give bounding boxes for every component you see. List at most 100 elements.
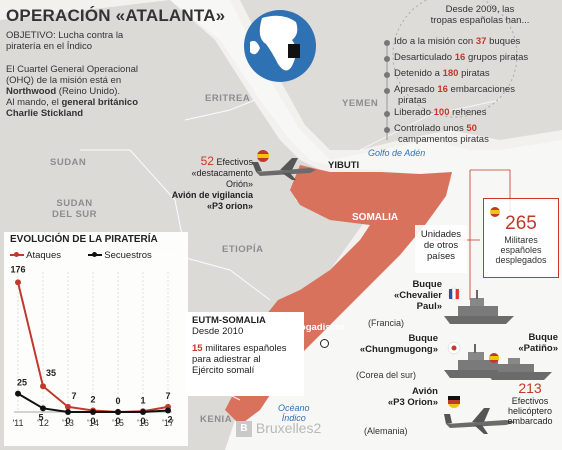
det-line-4: «P3 orion»	[206, 201, 253, 211]
legend-attacks-swatch	[10, 252, 24, 258]
objective-line-1: OBJETIVO: Lucha contra la	[6, 30, 124, 41]
label-ethiopia: ETIOPÍA	[222, 244, 264, 255]
patino-line-5: embarcado	[507, 416, 553, 426]
stat-number: 16	[437, 84, 448, 95]
label-indian-ocean: Océano Índico	[278, 403, 310, 423]
ship-icon-patino	[486, 353, 552, 380]
spain-total-count: 265	[505, 213, 537, 234]
data-point	[15, 279, 21, 286]
data-label: 2	[90, 395, 95, 405]
stat-number: 37	[475, 36, 487, 47]
hq-line-4: Al mando, el general británico	[6, 97, 138, 108]
stat-line-2: piratas	[398, 95, 427, 106]
label-south-sudan: SUDAN DEL SUR	[52, 198, 97, 220]
spain-flag-icon	[490, 207, 500, 217]
stat-pre: Liberado	[394, 107, 434, 118]
eutm-count-label: militares españoles	[202, 343, 287, 354]
data-point	[165, 407, 171, 414]
hq-line-2: (OHQ) de la misión está en	[6, 75, 122, 86]
det-line-2: «destacamento Orión»	[191, 168, 253, 189]
stat-number: 100	[433, 107, 450, 118]
patino-count: 213	[518, 380, 542, 396]
objective-text: OBJETIVO: Lucha contra la piratería en e…	[6, 30, 123, 52]
hq-line-3: Northwood (Reino Unido).	[6, 86, 138, 97]
stats-timeline	[384, 40, 390, 140]
asset-germany-label: Avión «P3 Orion»	[370, 386, 438, 408]
stat-pre: Detenido a	[394, 68, 443, 79]
stat-post: embarcaciones	[447, 84, 515, 95]
x-tick-label: '13	[62, 418, 74, 428]
stat-number: 50	[466, 123, 477, 134]
sea-area	[170, 0, 562, 450]
stats-header-line-1: Desde 2009, las	[445, 4, 515, 15]
stat-pre: Controlado unos	[394, 123, 467, 134]
watermark: B Bruxelles2	[236, 420, 322, 438]
stat-item: Liberado 100 rehenes	[394, 107, 486, 118]
hq-general: general británico	[61, 97, 139, 108]
label-djibouti: YIBUTI	[328, 160, 360, 171]
stat-post: buques	[486, 36, 521, 47]
stats-header: Desde 2009, las tropas españolas han...	[420, 4, 540, 26]
patino-line-2: «Patiño»	[518, 343, 558, 354]
data-label: 0	[65, 416, 70, 426]
data-label: 1	[140, 395, 145, 405]
eutm-line-1: 15 militares españoles	[192, 343, 298, 354]
data-label: 7	[165, 391, 170, 401]
x-tick-label: '11	[12, 418, 23, 428]
det-count: 52	[200, 154, 214, 168]
asset-germany-country: (Alemania)	[364, 426, 408, 436]
data-point	[140, 409, 146, 415]
stat-item: Controlado unos 50 campamentos piratas	[394, 123, 489, 145]
asset-germany-line-1: Avión	[411, 386, 438, 397]
piracy-chart-panel: EVOLUCIÓN DE LA PIRATERÍA Ataques Secues…	[4, 232, 188, 446]
label-eritrea: ERITREA	[205, 93, 251, 104]
stat-number: 180	[442, 68, 459, 79]
x-tick-label: '16	[137, 418, 149, 428]
legend-hijacks-label: Secuestros	[104, 250, 152, 261]
hq-line-1: El Cuartel General Operacional	[6, 64, 139, 75]
spain-total-line-3: desplegados	[495, 255, 547, 265]
data-label: 0	[140, 416, 145, 426]
asset-france-line-2: «Chevalier	[393, 290, 442, 301]
data-label: 35	[46, 368, 56, 378]
asset-korea-label: Buque «Chungmugong»	[342, 333, 438, 355]
eutm-count: 15	[192, 343, 203, 354]
eutm-since: Desde 2010	[192, 326, 244, 337]
chart-title: EVOLUCIÓN DE LA PIRATERÍA	[10, 234, 158, 245]
data-label: 0	[115, 396, 120, 406]
stat-item: Detenido a 180 piratas	[394, 68, 490, 79]
x-tick-label: '14	[87, 418, 99, 428]
spain-total-box: 265 Militares españoles desplegados	[483, 198, 559, 278]
units-line-2: de otros	[423, 240, 459, 251]
stats-header-line-2: tropas españolas han...	[430, 15, 530, 26]
asset-france-line-3: Paul»	[416, 301, 442, 312]
page-title: OPERACIÓN «ATALANTA»	[6, 6, 226, 25]
data-label: 0	[90, 416, 95, 426]
watermark-text: Bruxelles2	[255, 420, 322, 436]
data-label: 7	[71, 391, 76, 401]
spain-total-line-1: Militares	[504, 235, 538, 245]
eutm-line-3: Ejército somalí	[192, 365, 255, 376]
data-label: 176	[10, 264, 25, 274]
det-count-label: Efectivos	[213, 157, 253, 167]
ship-icon-france	[444, 287, 514, 324]
djibouti-detachment: 52 Efectivos «destacamento Orión» Avión …	[170, 154, 253, 212]
data-label: 0	[115, 416, 120, 426]
det-line-3: Avión de vigilancia	[171, 190, 253, 200]
data-point	[65, 403, 71, 410]
patino-line-4: helicóptero	[507, 406, 553, 416]
data-point	[15, 390, 21, 397]
eutm-box: EUTM-SOMALIA Desde 2010 15 militares esp…	[186, 312, 304, 396]
plane-icon-germany	[444, 396, 516, 434]
stat-pre: Ido a la misión con	[394, 36, 476, 47]
asset-france-country: (Francia)	[368, 318, 405, 328]
patino-crew: 213 Efectivos helicóptero embarcado	[500, 380, 560, 427]
label-sudan: SUDAN	[50, 157, 87, 168]
units-line-1: Unidades	[420, 229, 462, 240]
stat-item: Ido a la misión con 37 buques	[394, 36, 520, 47]
patino-line-1: Buque	[528, 332, 558, 343]
hq-location: Northwood	[6, 86, 57, 97]
stat-pre: Apresado	[394, 84, 438, 95]
label-somalia: SOMALIA	[352, 212, 399, 223]
patino-label: Buque «Patiño»	[506, 332, 558, 354]
